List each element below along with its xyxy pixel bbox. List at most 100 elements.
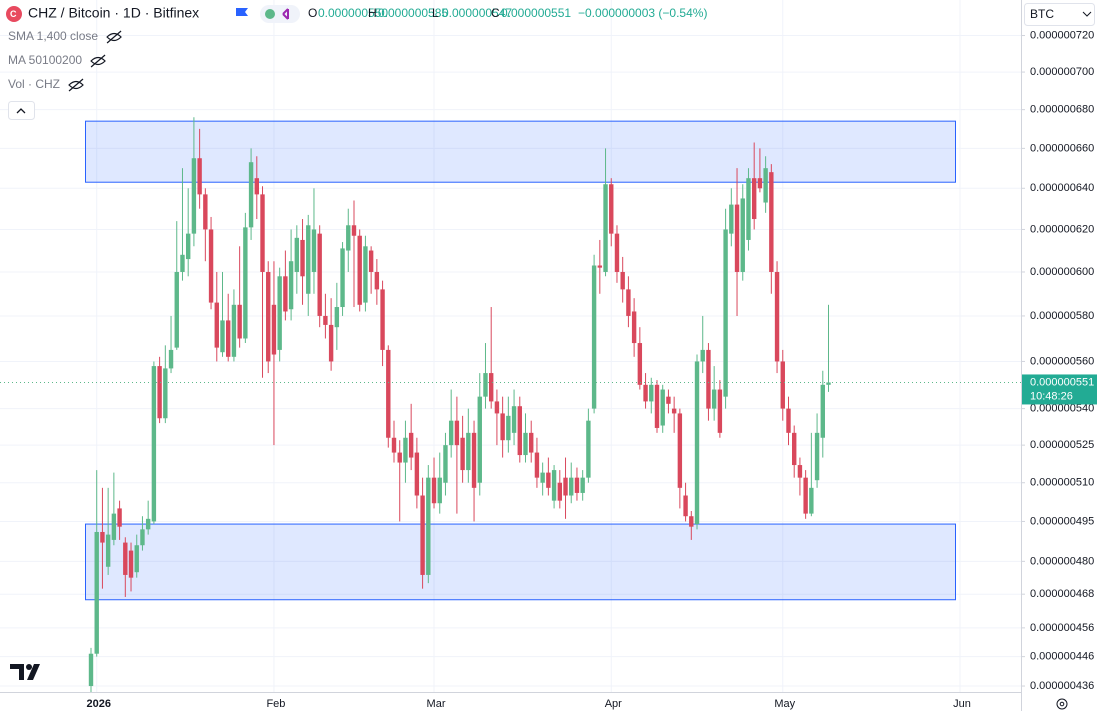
candle-body (660, 389, 665, 426)
last-price-label: 0.000000551 (1030, 376, 1094, 388)
candle-body (334, 307, 340, 328)
y-tick-label: 0.000000580 (1030, 310, 1094, 322)
candle-body (448, 420, 454, 446)
y-tick-label: 0.000000600 (1030, 266, 1094, 278)
x-tick-label: May (774, 698, 795, 710)
y-tick-label: 0.000000525 (1030, 439, 1094, 451)
candle-body (380, 289, 385, 350)
candle-body (649, 384, 654, 402)
ohlc-key: O (308, 6, 317, 20)
candle-body (751, 178, 757, 220)
candle-body (134, 545, 139, 573)
settings-icon-center (1059, 701, 1065, 707)
candle-body (105, 534, 111, 567)
candle-body (226, 320, 231, 357)
flag-icon[interactable] (236, 8, 248, 16)
candle-body (300, 239, 305, 277)
candle-body (363, 246, 368, 303)
candle-body (403, 437, 408, 463)
last-price-box (1022, 374, 1097, 405)
candle-body (820, 384, 825, 438)
candle-body (609, 184, 614, 234)
candle-body (88, 653, 94, 687)
candle-body (506, 415, 511, 441)
candle-body (386, 349, 391, 438)
eye-icon (90, 54, 106, 68)
candle-body (277, 276, 282, 350)
y-tick-label: 0.000000680 (1030, 104, 1094, 116)
indicator-label: Vol · CHZ (8, 77, 60, 91)
candle-body (346, 225, 351, 251)
candle-body (317, 233, 322, 316)
candle-body (757, 178, 763, 189)
candle-body (729, 204, 734, 234)
y-tick-label: 0.000000510 (1030, 477, 1094, 489)
candle-body (214, 302, 219, 348)
x-tick-label: Jun (953, 698, 971, 710)
currency: BTC (1030, 7, 1054, 21)
candle-body (803, 477, 808, 514)
candle-body (145, 518, 151, 530)
candle-body (677, 413, 683, 488)
candle-body (529, 432, 534, 453)
candle-body (168, 349, 174, 369)
y-tick-label: 0.000000540 (1030, 403, 1094, 415)
candle-body (94, 531, 99, 654)
candle-body (323, 315, 328, 325)
candle-body (631, 311, 637, 344)
logo-dot (26, 664, 32, 670)
candle-body (517, 406, 522, 456)
candle-body (306, 225, 311, 294)
candle-body (266, 271, 271, 362)
candle-body (185, 233, 191, 260)
candle-body (328, 324, 334, 362)
change: −0.000000003 (−0.54%) (578, 6, 707, 20)
y-tick-label: 0.000000436 (1030, 680, 1094, 692)
candle-body (351, 225, 357, 236)
symbol-icon (6, 6, 22, 22)
candle-body (597, 265, 603, 268)
candle-body (603, 184, 608, 272)
candle-body (220, 320, 225, 353)
candle-body (586, 420, 591, 478)
symbol-icon-glyph: C (10, 9, 17, 19)
candle-body (408, 432, 414, 458)
candle-body (283, 276, 288, 312)
currency-dropdown[interactable] (1024, 3, 1095, 26)
candle-body (700, 349, 705, 362)
candle-body (580, 477, 585, 493)
candle-body (774, 271, 780, 362)
candle-body (420, 495, 425, 575)
candle-body (288, 261, 294, 310)
candle-body (117, 508, 122, 527)
countdown: 10:48:26 (1030, 390, 1073, 402)
candle-body (248, 162, 254, 228)
eye-icon (68, 78, 84, 92)
y-tick-label: 0.000000456 (1030, 622, 1094, 634)
candle-body (123, 542, 128, 575)
candle-body (797, 465, 803, 478)
candle-body (191, 158, 197, 234)
y-tick-label: 0.000000495 (1030, 515, 1094, 527)
ohlc-key: L (432, 6, 439, 20)
settings-icon[interactable] (1056, 698, 1068, 710)
candle-body (792, 432, 797, 466)
collapse-button[interactable] (8, 101, 35, 120)
candle-body (769, 172, 774, 272)
candle-body (100, 531, 105, 543)
zone-layer (85, 120, 956, 601)
candle-body (260, 194, 265, 272)
pill-icon (282, 8, 289, 20)
candle-body (500, 413, 505, 441)
y-tick-label: 0.000000468 (1030, 588, 1094, 600)
candle-body (340, 248, 345, 308)
candle-body (477, 396, 482, 483)
y-tick-label: 0.000000640 (1030, 182, 1094, 194)
candle-body (460, 437, 465, 471)
ohlc-key: H (368, 6, 377, 20)
candle-body (546, 472, 551, 488)
y-tick-label: 0.000000700 (1030, 66, 1094, 78)
candle-body (780, 361, 785, 409)
ohlc-value: 0.000000551 (501, 6, 571, 20)
